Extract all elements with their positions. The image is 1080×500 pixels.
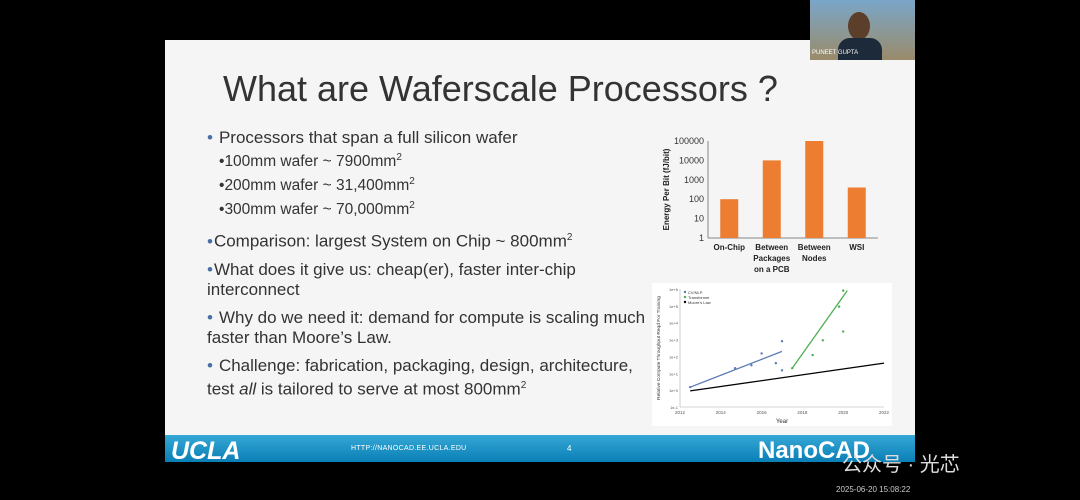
watermark: 公众号 · 光芯 [842, 454, 960, 476]
y-tick-label: 1 [699, 233, 704, 243]
bullet-dot-icon: • [207, 356, 213, 376]
x-tick-label: 2020 [838, 410, 849, 415]
x-tick-label: 2018 [797, 410, 808, 415]
y-tick-label: 10000 [679, 155, 704, 165]
data-point [750, 364, 753, 367]
bullet-dot-icon: • [207, 260, 213, 280]
data-point [689, 385, 692, 389]
page-number: 4 [567, 444, 572, 453]
data-point [733, 367, 737, 370]
data-point [760, 352, 763, 355]
x-tick-label: WSI [849, 243, 864, 252]
bullet-item: •What does it give us: cheap(er), faster… [207, 260, 576, 300]
trend-line [689, 350, 783, 388]
data-point [837, 305, 841, 308]
legend-entry: CV/NLP [688, 290, 703, 295]
y-tick-label: 100 [689, 194, 704, 204]
nanocad-logo: NanoCAD [758, 437, 870, 464]
y-tick-label: 1e+1 [669, 371, 679, 376]
slide: What are Waferscale Processors ? • Proces… [165, 40, 915, 465]
data-point [780, 369, 784, 372]
webcam-video-thumbnail[interactable]: PUNEET GUPTA [810, 0, 915, 60]
timestamp: 2025-06-20 15:08:22 [836, 485, 911, 494]
y-tick-label: 1e-1 [670, 405, 679, 410]
footer-url: HTTP://NANOCAD.EE.UCLA.EDU [351, 445, 467, 452]
legend-marker [683, 290, 687, 294]
bullet-dot-icon: • [207, 232, 213, 252]
bar [720, 199, 739, 238]
y-axis-label: Energy Per Bit (fJ/bit) [662, 148, 671, 230]
x-tick-label: 2014 [716, 410, 727, 415]
presenter-face [848, 12, 870, 40]
data-point [842, 330, 845, 333]
bullet-dot-icon: • [219, 201, 225, 219]
bar [805, 141, 824, 238]
legend-entry: Moore’s Law [688, 300, 711, 305]
x-tick-label: on a PCB [754, 265, 790, 274]
bullet-dot-icon: • [219, 177, 225, 195]
compute-throughput-chart: 1e-1 1e+0 1e+1 1e+2 1e+3 1e+4 1e+5 1e+6 2012 2014… [652, 283, 892, 426]
ucla-logo: UCLA [171, 437, 241, 465]
y-tick-label: 1e+0 [669, 388, 679, 393]
x-tick-label: 2012 [675, 410, 686, 415]
trend-line [690, 362, 885, 392]
data-point [811, 353, 814, 357]
y-tick-label: 1e+3 [669, 338, 679, 343]
bullet-list: • Processors that span a full silicon waf… [207, 128, 647, 400]
x-tick-label: Nodes [802, 254, 827, 263]
bullet-dot-icon: • [207, 308, 213, 328]
data-point [780, 340, 784, 343]
x-tick-label: Between [798, 243, 831, 252]
bar [762, 160, 781, 238]
data-point [821, 339, 824, 342]
y-tick-label: 1000 [684, 175, 704, 185]
presenter-shirt [838, 38, 882, 60]
legend-entry: Transformer [688, 295, 710, 300]
bullet-item: • Why do we need it: demand for compute i… [207, 308, 646, 348]
y-tick-label: 100000 [674, 136, 704, 146]
sub-bullet-item: •300mm wafer ~ 70,000mm2 [219, 200, 415, 219]
y-tick-label: 1e+5 [669, 304, 679, 309]
x-tick-label: On-Chip [713, 243, 745, 252]
sub-bullet-item: •200mm wafer ~ 31,400mm2 [219, 176, 415, 195]
x-axis-label: Year [776, 419, 788, 425]
y-axis-label: Relative Compute Throughput Reqd For Tra… [656, 296, 662, 400]
y-tick-label: 10 [694, 214, 704, 224]
slide-title: What are Waferscale Processors ? [223, 68, 778, 109]
x-tick-label: Packages [753, 254, 790, 263]
legend-marker [683, 295, 687, 299]
bullet-item: •Comparison: largest System on Chip ~ 80… [207, 232, 573, 252]
bullet-item: • Challenge: fabrication, packaging, desi… [207, 356, 633, 399]
energy-per-bit-chart: 1 10 100 1000 10000 100000 On-Chip Between Packa… [662, 136, 878, 274]
x-tick-label: Between [755, 243, 788, 252]
bar [847, 187, 866, 238]
x-tick-label: 2022 [879, 410, 890, 415]
bullet-item: • Processors that span a full silicon waf… [207, 128, 518, 147]
legend-marker [683, 300, 687, 304]
trend-line [791, 290, 848, 369]
sub-bullet-item: •100mm wafer ~ 7900mm2 [219, 152, 402, 171]
y-tick-label: 1e+6 [669, 287, 679, 292]
slide-footer: UCLA HTTP://NANOCAD.EE.UCLA.EDU 4 NanoCA… [165, 435, 915, 465]
y-tick-label: 1e+4 [669, 321, 679, 326]
bullet-dot-icon: • [219, 153, 225, 171]
y-tick-label: 1e+2 [669, 354, 679, 359]
x-tick-label: 2016 [757, 410, 768, 415]
data-point [842, 289, 845, 292]
data-point [791, 367, 794, 370]
bullet-dot-icon: • [207, 128, 213, 147]
data-point [774, 361, 778, 365]
presenter-name: PUNEET GUPTA [812, 50, 859, 56]
